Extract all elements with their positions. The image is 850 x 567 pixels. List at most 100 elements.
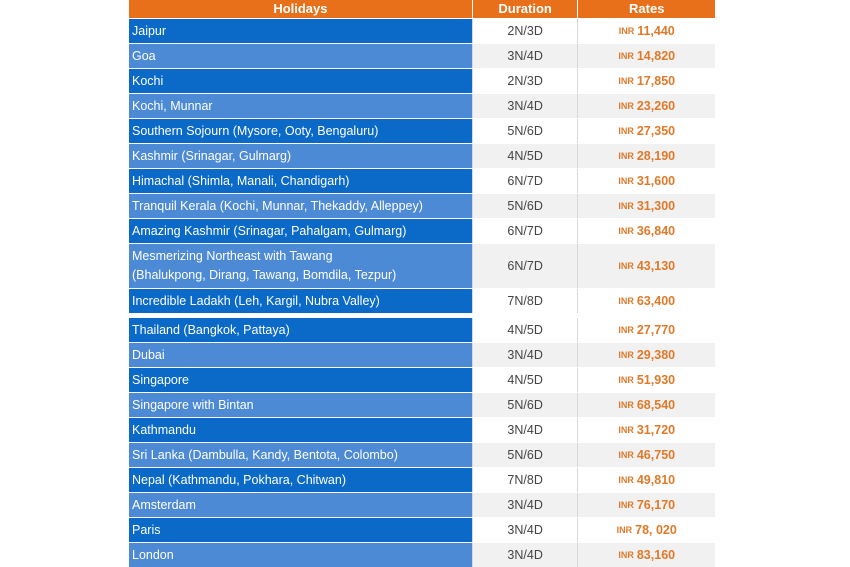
duration-cell: 3N/4D bbox=[471, 518, 578, 542]
holiday-name-line: Nepal (Kathmandu, Pokhara, Chitwan) bbox=[132, 472, 347, 487]
holiday-name: Southern Sojourn (Mysore, Ooty, Bengalur… bbox=[129, 119, 472, 143]
currency-label: INR bbox=[618, 201, 634, 211]
rate-cell: INR 31,300 bbox=[577, 194, 715, 218]
table-row: Kathmandu 3N/4D INR 31,720 bbox=[129, 417, 715, 442]
duration-cell: 4N/5D bbox=[471, 144, 578, 168]
table-row: Goa 3N/4D INR 14,820 bbox=[129, 43, 715, 68]
holiday-name-line: Thailand (Bangkok, Pattaya) bbox=[132, 322, 290, 337]
rate-cell: INR 31,600 bbox=[577, 169, 715, 193]
duration-cell: 6N/7D bbox=[471, 219, 578, 243]
rate-value: 63,400 bbox=[636, 294, 676, 308]
table-row: Paris 3N/4D INR 78, 020 bbox=[129, 517, 715, 542]
holiday-name: Dubai bbox=[129, 343, 472, 367]
table-row: Amsterdam 3N/4D INR 76,170 bbox=[129, 492, 715, 517]
duration-cell: 3N/4D bbox=[471, 44, 578, 68]
rate-value: 31,300 bbox=[636, 199, 676, 213]
duration-cell: 6N/7D bbox=[471, 244, 578, 288]
rate-cell: INR 11,440 bbox=[577, 19, 715, 43]
currency-label: INR bbox=[618, 261, 634, 271]
rate-value: 76,170 bbox=[636, 498, 676, 512]
table-row: Kochi 2N/3D INR 17,850 bbox=[129, 68, 715, 93]
holiday-name: Kashmir (Srinagar, Gulmarg) bbox=[129, 144, 472, 168]
duration-cell: 6N/7D bbox=[471, 169, 578, 193]
table-row: Kochi, Munnar 3N/4D INR 23,260 bbox=[129, 93, 715, 118]
rate-cell: INR 28,190 bbox=[577, 144, 715, 168]
rate-value: 23,260 bbox=[636, 99, 676, 113]
table-row: Thailand (Bangkok, Pattaya) 4N/5D INR 27,77… bbox=[129, 317, 715, 342]
duration-cell: 2N/3D bbox=[471, 19, 578, 43]
table-row: Kashmir (Srinagar, Gulmarg) 4N/5D INR 28,19… bbox=[129, 143, 715, 168]
rate-value: 78, 020 bbox=[635, 523, 677, 537]
holiday-name-line: Incredible Ladakh (Leh, Kargil, Nubra Va… bbox=[132, 293, 380, 308]
rate-cell: INR 23,260 bbox=[577, 94, 715, 118]
rate-cell: INR 27,770 bbox=[577, 318, 715, 342]
currency-label: INR bbox=[618, 151, 634, 161]
holiday-name: Tranquil Kerala (Kochi, Munnar, Thekaddy… bbox=[129, 194, 472, 218]
rate-value: 31,600 bbox=[636, 174, 676, 188]
duration-cell: 5N/6D bbox=[471, 393, 578, 417]
holiday-name-line: Tranquil Kerala (Kochi, Munnar, Thekaddy… bbox=[132, 198, 423, 213]
holiday-name-line: London bbox=[132, 547, 174, 562]
holiday-name-line: Jaipur bbox=[132, 23, 167, 38]
currency-label: INR bbox=[618, 475, 634, 485]
holiday-name: Singapore bbox=[129, 368, 472, 392]
rate-cell: INR 31,720 bbox=[577, 418, 715, 442]
currency-label: INR bbox=[618, 400, 634, 410]
duration-cell: 4N/5D bbox=[471, 368, 578, 392]
holiday-name-line: Goa bbox=[132, 48, 156, 63]
rate-value: 11,440 bbox=[637, 24, 675, 38]
currency-label: INR bbox=[618, 126, 634, 136]
duration-cell: 5N/6D bbox=[471, 443, 578, 467]
rate-cell: INR 14,820 bbox=[577, 44, 715, 68]
rate-cell: INR 49,810 bbox=[577, 468, 715, 492]
currency-label: INR bbox=[618, 350, 634, 360]
rate-value: 49,810 bbox=[636, 473, 676, 487]
holiday-name: Kochi bbox=[129, 69, 472, 93]
table-row: Mesmerizing Northeast with Tawang (Bhaluk… bbox=[129, 243, 715, 288]
rate-cell: INR 36,840 bbox=[577, 219, 715, 243]
rate-cell: INR 78, 020 bbox=[577, 518, 715, 542]
rate-cell: INR 43,130 bbox=[577, 244, 715, 288]
rate-cell: INR 29,380 bbox=[577, 343, 715, 367]
duration-cell: 3N/4D bbox=[471, 94, 578, 118]
table-header: Holidays Duration Rates bbox=[129, 0, 715, 18]
rate-value: 28,190 bbox=[636, 149, 676, 163]
table-row: Singapore with Bintan 5N/6D INR 68,540 bbox=[129, 392, 715, 417]
table-row: Jaipur 2N/3D INR 11,440 bbox=[129, 18, 715, 43]
holiday-name: Singapore with Bintan bbox=[129, 393, 472, 417]
rate-cell: INR 51,930 bbox=[577, 368, 715, 392]
currency-label: INR bbox=[618, 76, 634, 86]
header-holidays: Holidays bbox=[273, 1, 328, 16]
duration-cell: 4N/5D bbox=[471, 318, 578, 342]
table-row: Himachal (Shimla, Manali, Chandigarh) 6N/… bbox=[129, 168, 715, 193]
table-row: Nepal (Kathmandu, Pokhara, Chitwan) 7N/8D… bbox=[129, 467, 715, 492]
holiday-name: Incredible Ladakh (Leh, Kargil, Nubra Va… bbox=[129, 289, 472, 313]
currency-label: INR bbox=[618, 375, 634, 385]
holiday-name-line: Mesmerizing Northeast with Tawang bbox=[132, 249, 333, 263]
duration-cell: 2N/3D bbox=[471, 69, 578, 93]
header-rates: Rates bbox=[577, 0, 715, 18]
duration-cell: 5N/6D bbox=[471, 119, 578, 143]
currency-label: INR bbox=[618, 226, 634, 236]
holiday-name: Goa bbox=[129, 44, 472, 68]
holiday-name-line: Paris bbox=[132, 522, 161, 537]
rate-cell: INR 68,540 bbox=[577, 393, 715, 417]
rate-value: 17,850 bbox=[636, 74, 676, 88]
currency-label: INR bbox=[618, 500, 634, 510]
currency-label: INR bbox=[618, 101, 634, 111]
currency-label: INR bbox=[618, 325, 634, 335]
holiday-name-line: Southern Sojourn (Mysore, Ooty, Bengalur… bbox=[132, 123, 379, 138]
rate-cell: INR 76,170 bbox=[577, 493, 715, 517]
currency-label: INR bbox=[618, 26, 635, 36]
table-row: Amazing Kashmir (Srinagar, Pahalgam, Gul… bbox=[129, 218, 715, 243]
holiday-name-line: Singapore bbox=[132, 372, 189, 387]
rate-value: 14,820 bbox=[636, 49, 676, 63]
currency-label: INR bbox=[618, 296, 634, 306]
holiday-name-line: Kochi, Munnar bbox=[132, 98, 213, 113]
table-row: Southern Sojourn (Mysore, Ooty, Bengalur… bbox=[129, 118, 715, 143]
holiday-name-line: Dubai bbox=[132, 347, 165, 362]
holiday-name: Himachal (Shimla, Manali, Chandigarh) bbox=[129, 169, 472, 193]
table-row: Dubai 3N/4D INR 29,380 bbox=[129, 342, 715, 367]
currency-label: INR bbox=[618, 450, 634, 460]
duration-cell: 7N/8D bbox=[471, 468, 578, 492]
